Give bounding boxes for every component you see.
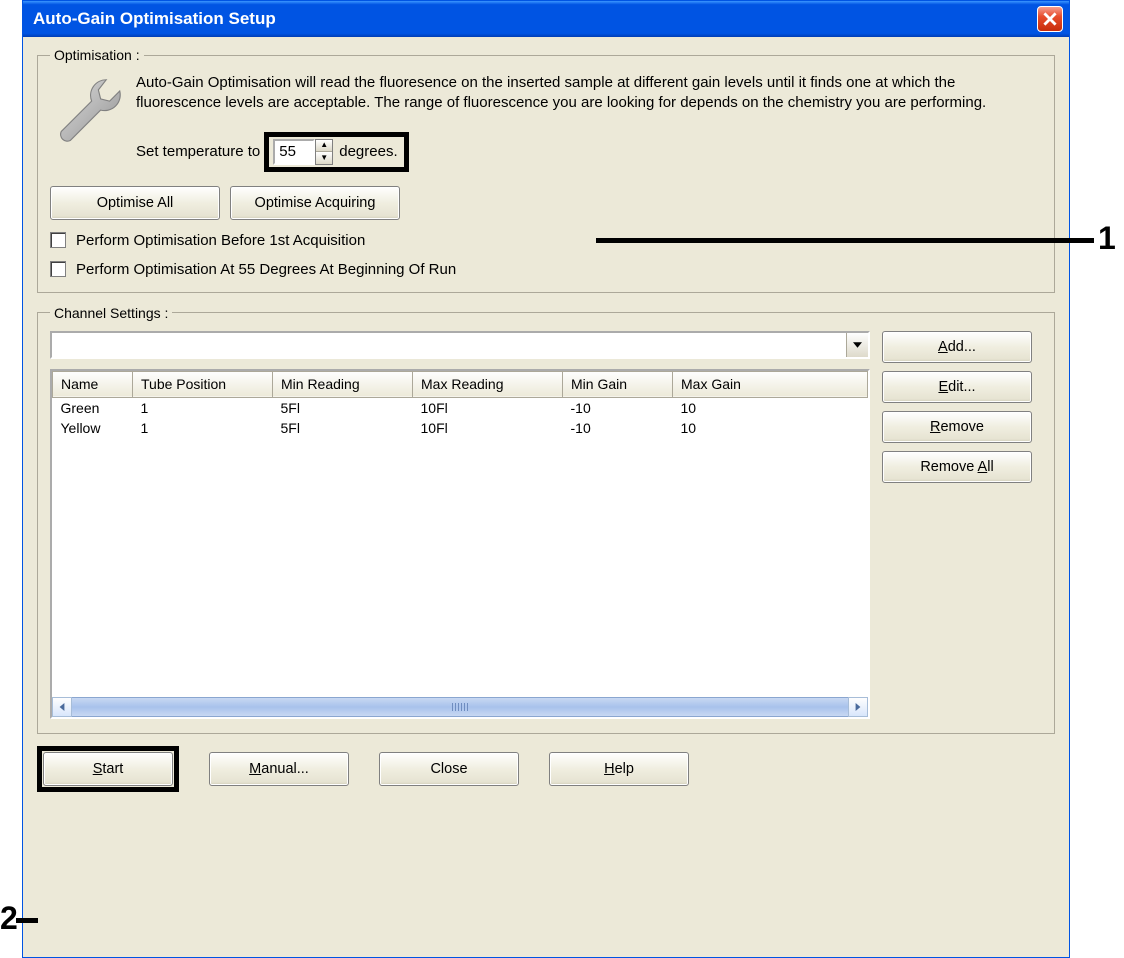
spin-down-icon[interactable]: ▼	[316, 152, 332, 164]
check-before-acquisition[interactable]	[50, 232, 66, 248]
table-cell: 1	[133, 397, 273, 418]
col-tube[interactable]: Tube Position	[133, 371, 273, 397]
table-cell: 10Fl	[413, 397, 563, 418]
spin-buttons[interactable]: ▲ ▼	[315, 139, 333, 165]
temperature-highlight-box: ▲ ▼ degrees.	[264, 132, 408, 172]
table-row[interactable]: Yellow15Fl10Fl-1010	[53, 418, 868, 438]
remove-all-button[interactable]: Remove All	[882, 451, 1032, 483]
table-cell: 5Fl	[273, 418, 413, 438]
start-button[interactable]: Start	[43, 752, 173, 786]
horizontal-scrollbar[interactable]	[52, 697, 868, 717]
scroll-grip-icon	[452, 703, 468, 711]
channel-settings-legend: Channel Settings :	[50, 305, 172, 321]
col-name[interactable]: Name	[53, 371, 133, 397]
table-row[interactable]: Green15Fl10Fl-1010	[53, 397, 868, 418]
scroll-left-icon[interactable]	[52, 697, 72, 717]
channel-side-buttons: Add... Edit... Remove Remove All	[882, 331, 1032, 483]
channel-settings-group: Channel Settings :	[37, 305, 1055, 734]
scroll-right-icon[interactable]	[848, 697, 868, 717]
window-title: Auto-Gain Optimisation Setup	[33, 9, 1037, 29]
close-button[interactable]: Close	[379, 752, 519, 786]
temperature-row: Set temperature to ▲ ▼ degrees.	[136, 132, 1042, 172]
wrench-icon	[50, 73, 122, 145]
add-button[interactable]: Add...	[882, 331, 1032, 363]
channel-combo-text	[52, 333, 846, 357]
check-before-acquisition-label: Perform Optimisation Before 1st Acquisit…	[76, 232, 365, 249]
col-maxr[interactable]: Max Reading	[413, 371, 563, 397]
chevron-down-icon[interactable]	[846, 333, 868, 357]
optimisation-legend: Optimisation :	[50, 47, 144, 63]
channel-inner: Name Tube Position Min Reading Max Readi…	[50, 331, 1042, 719]
optimisation-description: Auto-Gain Optimisation will read the flu…	[136, 73, 1042, 114]
table-cell: 10	[673, 397, 868, 418]
bottom-button-row: Start Manual... Close Help	[37, 746, 1055, 792]
dialog-window: Auto-Gain Optimisation Setup Optimisatio…	[22, 0, 1070, 958]
table-cell: 10	[673, 418, 868, 438]
optimisation-text-block: Auto-Gain Optimisation will read the flu…	[136, 73, 1042, 172]
col-ming[interactable]: Min Gain	[563, 371, 673, 397]
table-cell: Yellow	[53, 418, 133, 438]
edit-button[interactable]: Edit...	[882, 371, 1032, 403]
optimisation-top: Auto-Gain Optimisation will read the flu…	[50, 73, 1042, 172]
manual-button[interactable]: Manual...	[209, 752, 349, 786]
start-highlight-box: Start	[37, 746, 179, 792]
channel-table-body: Name Tube Position Min Reading Max Readi…	[52, 371, 868, 697]
temp-label-after: degrees.	[339, 143, 397, 160]
table-cell: -10	[563, 418, 673, 438]
col-maxg[interactable]: Max Gain	[673, 371, 868, 397]
table-cell: 1	[133, 418, 273, 438]
dialog-body: Optimisation :	[23, 37, 1069, 806]
temperature-spinbox[interactable]: ▲ ▼	[273, 139, 333, 165]
col-minr[interactable]: Min Reading	[273, 371, 413, 397]
table-cell: Green	[53, 397, 133, 418]
temperature-input[interactable]	[273, 139, 315, 165]
callout-number-1: 1	[1098, 220, 1116, 257]
optimise-buttons-row: Optimise All Optimise Acquiring	[50, 186, 1042, 220]
channel-table: Name Tube Position Min Reading Max Readi…	[52, 371, 868, 438]
channel-combo[interactable]	[50, 331, 870, 359]
optimise-all-button[interactable]: Optimise All	[50, 186, 220, 220]
channel-left: Name Tube Position Min Reading Max Readi…	[50, 331, 870, 719]
spin-up-icon[interactable]: ▲	[316, 140, 332, 153]
table-cell: -10	[563, 397, 673, 418]
temp-label-before: Set temperature to	[136, 143, 260, 160]
table-cell: 5Fl	[273, 397, 413, 418]
remove-button[interactable]: Remove	[882, 411, 1032, 443]
help-button[interactable]: Help	[549, 752, 689, 786]
optimise-acquiring-button[interactable]: Optimise Acquiring	[230, 186, 400, 220]
table-cell: 10Fl	[413, 418, 563, 438]
callout-line-2	[16, 918, 38, 923]
close-icon[interactable]	[1037, 6, 1063, 32]
check-at-55[interactable]	[50, 261, 66, 277]
callout-number-2: 2	[0, 900, 18, 937]
check-at-55-row: Perform Optimisation At 55 Degrees At Be…	[50, 261, 1042, 278]
channel-table-wrap: Name Tube Position Min Reading Max Readi…	[50, 369, 870, 719]
optimisation-group: Optimisation :	[37, 47, 1055, 293]
scroll-track[interactable]	[72, 697, 848, 717]
check-at-55-label: Perform Optimisation At 55 Degrees At Be…	[76, 261, 456, 278]
titlebar: Auto-Gain Optimisation Setup	[23, 1, 1069, 37]
callout-line-1	[596, 238, 1094, 243]
